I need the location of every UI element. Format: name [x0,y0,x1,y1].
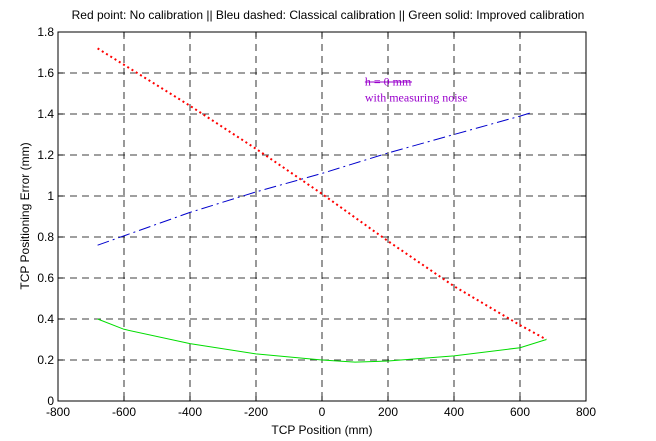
y-tick-label: 1.8 [37,25,54,39]
y-tick-label: 0.8 [37,230,54,244]
x-tick-label: -600 [112,405,136,419]
y-tick-label: 1 [47,189,54,203]
annotation-layer: h = 0 mm with measuring noise [364,74,468,105]
x-tick-label: 400 [444,405,464,419]
ticks: -800 -600 -400 -200 0 200 400 600 800 0 0.2 0.4 0.6 0… [37,25,596,419]
x-tick-label: 600 [510,405,530,419]
y-tick-label: 0 [47,394,54,408]
annotation-1: h = 0 mm [365,74,412,88]
x-tick-label: 800 [576,405,596,419]
chart-title: Red point: No calibration || Bleu dashed… [72,8,585,22]
x-tick-label: -800 [46,405,70,419]
series-line-3 [97,318,547,363]
y-axis-label: TCP Positioning Error (mm) [18,142,32,289]
y-tick-label: 1.2 [37,148,54,162]
x-tick-label: 200 [378,405,398,419]
series-line-1 [97,47,547,341]
x-tick-label: 0 [319,405,326,419]
x-tick-label: -400 [178,405,202,419]
annotation-2: with measuring noise [365,91,468,105]
y-tick-label: 1.4 [37,107,54,121]
y-tick-label: 0.4 [37,312,54,326]
x-tick-label: -200 [244,405,268,419]
y-tick-label: 1.6 [37,66,54,80]
series-line-2 [97,111,534,246]
y-tick-label: 0.2 [37,353,54,367]
y-tick-label: 0.6 [37,271,54,285]
x-axis-label: TCP Position (mm) [271,423,372,437]
series-layer [97,47,547,363]
